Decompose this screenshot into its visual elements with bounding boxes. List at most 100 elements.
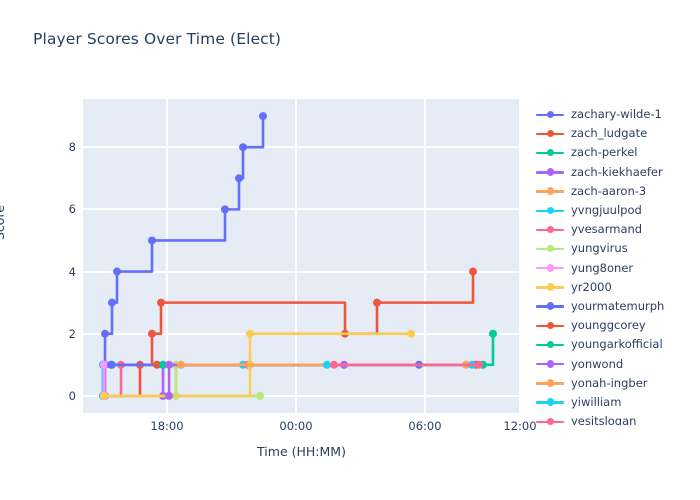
- legend-item-zach-perkel[interactable]: zach-perkel: [536, 143, 700, 162]
- legend-item-label: yr2000: [571, 279, 612, 294]
- legend-swatch-icon: [536, 109, 564, 121]
- grid-line-vertical: [519, 99, 521, 413]
- legend-swatch-icon: [536, 320, 564, 332]
- data-point[interactable]: [165, 360, 173, 369]
- legend-swatch-icon: [536, 339, 564, 351]
- legend-item-label: youngarkofficial: [571, 337, 663, 352]
- legend-item-label: younggcorey: [571, 318, 646, 333]
- data-point[interactable]: [107, 360, 115, 369]
- y-axis-tick-label: 2: [68, 326, 76, 341]
- data-point[interactable]: [159, 360, 167, 369]
- x-axis-tick-label: 00:00: [279, 419, 313, 433]
- series-yesitslogan[interactable]: [330, 360, 483, 369]
- data-point[interactable]: [221, 205, 229, 214]
- legend-item-youngarkofficial[interactable]: youngarkofficial: [536, 335, 700, 354]
- legend-swatch-icon: [536, 416, 564, 425]
- legend-item-zach-kiekhaefer[interactable]: zach-kiekhaefer: [536, 163, 700, 182]
- data-point[interactable]: [108, 298, 116, 307]
- legend-item-label: zach-perkel: [571, 145, 638, 160]
- legend-item-yourmatemurph[interactable]: yourmatemurph: [536, 297, 700, 316]
- x-axis-tick-label: 18:00: [150, 419, 184, 433]
- chart-title: Player Scores Over Time (Elect): [33, 30, 282, 48]
- legend-item-yiwilliam[interactable]: yiwilliam: [536, 393, 700, 412]
- legend-item-younggcorey[interactable]: younggcorey: [536, 316, 700, 335]
- legend-swatch-icon: [536, 205, 564, 217]
- series-line: [101, 114, 265, 398]
- data-point[interactable]: [256, 391, 264, 400]
- y-axis-tick-label: 6: [68, 202, 76, 217]
- legend-item-yvesarmand[interactable]: yvesarmand: [536, 220, 700, 239]
- x-axis-ticks: 18:00 00:00 06:00 12:00: [83, 419, 536, 439]
- legend-item-yungvirus[interactable]: yungvirus: [536, 239, 700, 258]
- y-axis-ticks: 0 2 4 6 8: [44, 99, 76, 413]
- data-point[interactable]: [148, 329, 156, 338]
- data-point[interactable]: [165, 391, 173, 400]
- legend-item-yonwond[interactable]: yonwond: [536, 354, 700, 373]
- legend-item-label: yonwond: [571, 356, 624, 371]
- data-point[interactable]: [153, 360, 161, 369]
- series-line: [102, 363, 262, 398]
- x-axis-title: Time (HH:MM): [257, 444, 346, 459]
- legend-swatch-icon: [536, 358, 564, 370]
- grid-line-vertical: [166, 99, 168, 413]
- legend-swatch-icon: [536, 281, 564, 293]
- legend-item-label: zach-kiekhaefer: [571, 164, 663, 179]
- y-axis-tick-label: 8: [68, 140, 76, 155]
- data-point[interactable]: [177, 360, 185, 369]
- legend-item-zachary-wilde-1[interactable]: zachary-wilde-1: [536, 105, 700, 124]
- x-axis-tick-label: 06:00: [408, 419, 442, 433]
- data-point[interactable]: [157, 298, 165, 307]
- data-point[interactable]: [407, 329, 415, 338]
- legend-swatch-icon: [536, 185, 564, 197]
- data-point[interactable]: [113, 267, 121, 276]
- legend-item-label: yourmatemurph: [571, 298, 665, 313]
- data-point[interactable]: [100, 360, 108, 369]
- grid-line-horizontal: [83, 146, 520, 149]
- plot-area-background: [83, 99, 520, 413]
- legend-item-label: zachary-wilde-1: [571, 107, 662, 122]
- legend-swatch-icon: [536, 396, 564, 408]
- legend-item-label: yvesarmand: [571, 222, 643, 237]
- legend-swatch-icon: [536, 300, 564, 312]
- data-point[interactable]: [100, 391, 108, 400]
- legend-item-label: yiwilliam: [571, 394, 622, 409]
- y-axis-title: Score: [0, 204, 7, 240]
- data-point[interactable]: [246, 329, 254, 338]
- data-point[interactable]: [489, 329, 497, 338]
- data-point[interactable]: [373, 298, 381, 307]
- data-point[interactable]: [475, 360, 483, 369]
- legend-item-label: yung8oner: [571, 260, 634, 275]
- data-point[interactable]: [148, 236, 156, 245]
- legend-item-yesitslogan[interactable]: yesitslogan: [536, 412, 700, 425]
- grid-line-horizontal: [83, 394, 520, 397]
- data-point[interactable]: [235, 174, 243, 183]
- grid-line-horizontal: [83, 270, 520, 273]
- series-layer: [99, 112, 497, 400]
- legend-item-yung8oner[interactable]: yung8oner: [536, 259, 700, 278]
- legend-item-label: yonah-ingber: [571, 375, 648, 390]
- legend-item-label: yungvirus: [571, 241, 628, 256]
- legend-item-zach_ludgate[interactable]: zach_ludgate: [536, 124, 700, 143]
- data-point[interactable]: [330, 360, 338, 369]
- x-axis-tick-label: 12:00: [503, 419, 537, 433]
- legend-swatch-icon: [536, 243, 564, 255]
- data-point[interactable]: [239, 143, 247, 152]
- y-axis-tick-label: 0: [68, 388, 76, 403]
- legend-item-zach-aaron-3[interactable]: zach-aaron-3: [536, 182, 700, 201]
- grid-line-vertical: [424, 99, 426, 413]
- legend-item-label: zach-aaron-3: [571, 183, 647, 198]
- series-line: [101, 363, 245, 398]
- legend-item-label: yesitslogan: [571, 414, 637, 425]
- data-point[interactable]: [469, 267, 477, 276]
- series-line: [110, 332, 495, 367]
- legend-item-yr2000[interactable]: yr2000: [536, 278, 700, 297]
- data-point[interactable]: [323, 360, 331, 369]
- legend-item-yonah-ingber[interactable]: yonah-ingber: [536, 374, 700, 393]
- data-point[interactable]: [259, 112, 267, 121]
- data-point[interactable]: [101, 329, 109, 338]
- legend-swatch-icon: [536, 147, 564, 159]
- legend-item-yvngjuulpod[interactable]: yvngjuulpod: [536, 201, 700, 220]
- y-axis-tick-label: 4: [68, 264, 76, 279]
- legend-swatch-icon: [536, 377, 564, 389]
- series-zachary-wilde-1[interactable]: [99, 112, 267, 400]
